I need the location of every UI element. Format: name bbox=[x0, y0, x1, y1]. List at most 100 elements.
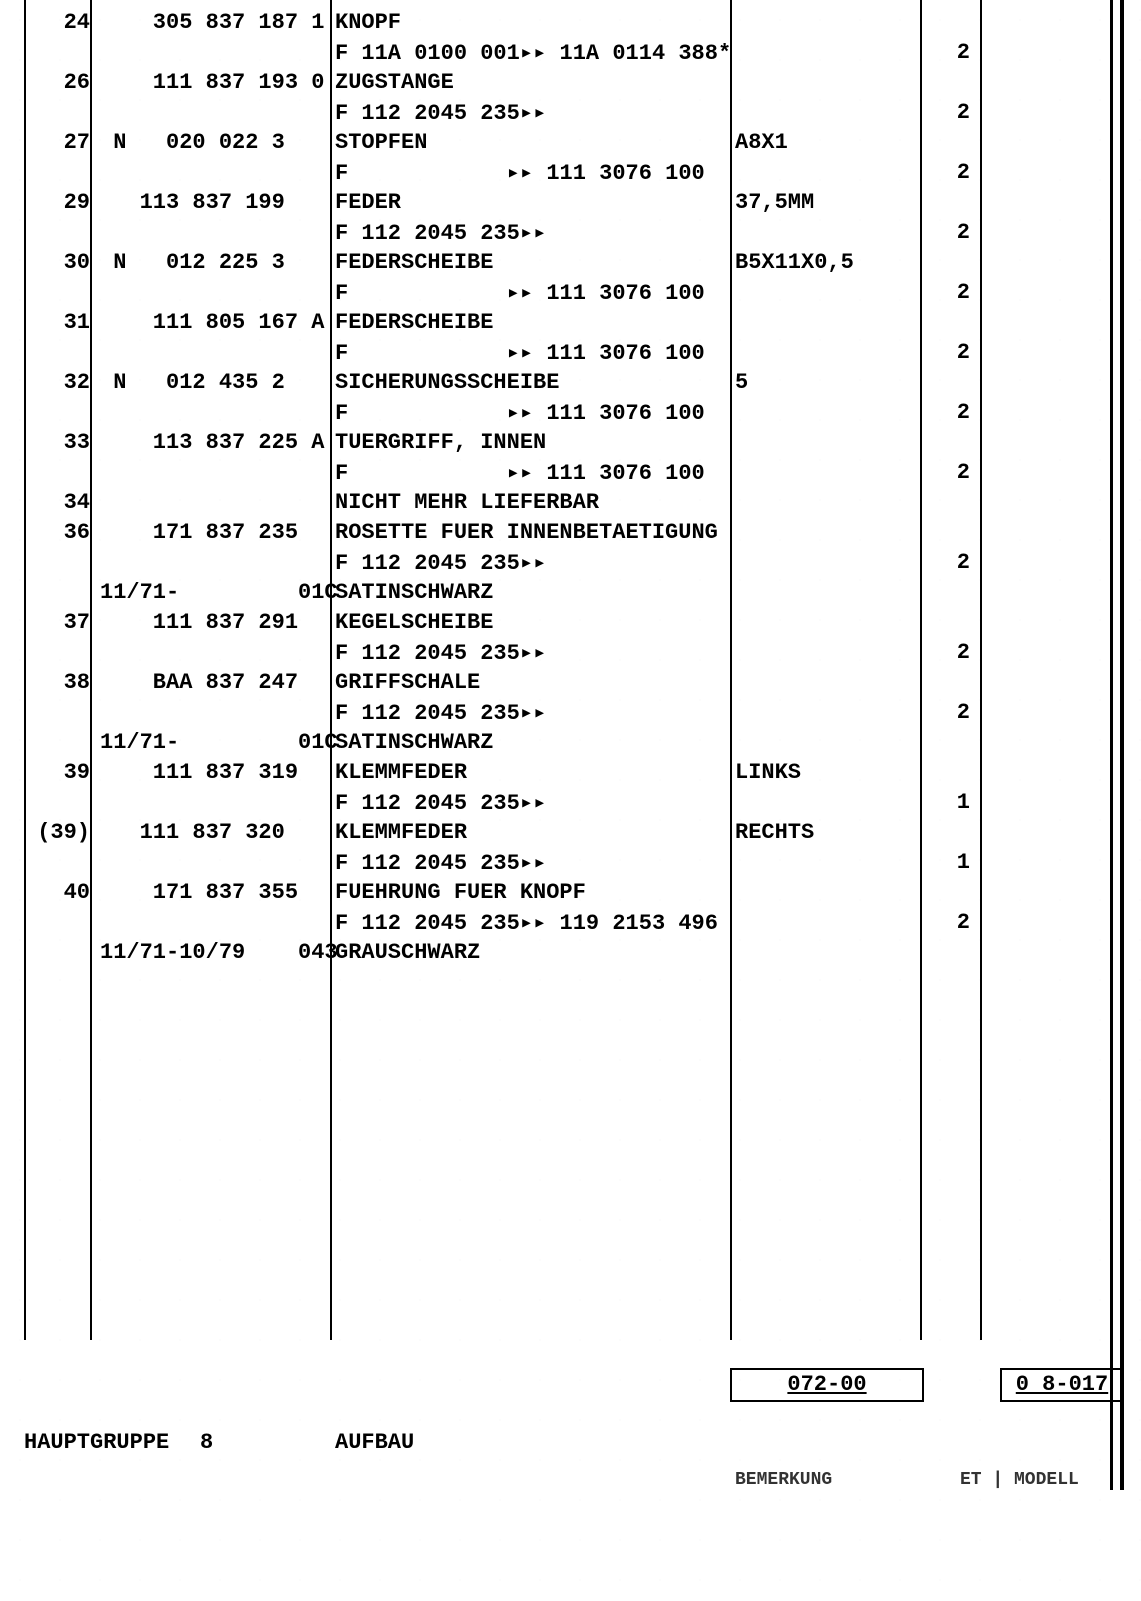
qty-col: 2 bbox=[930, 460, 970, 485]
table-row: F ▸▸ 111 3076 100 2 bbox=[0, 340, 1141, 370]
pos-col: 30 bbox=[30, 250, 90, 275]
table-row: 26 111 837 193 0ZUGSTANGE bbox=[0, 70, 1141, 100]
desc-col: KLEMMFEDER bbox=[335, 820, 735, 845]
table-row: F 112 2045 235▸▸1 bbox=[0, 790, 1141, 820]
hauptgruppe-value: 8 bbox=[200, 1430, 213, 1455]
page-ref-box-1: 072-00 bbox=[730, 1368, 924, 1402]
table-row: F 112 2045 235▸▸2 bbox=[0, 700, 1141, 730]
pos-col: 39 bbox=[30, 760, 90, 785]
table-row: F 112 2045 235▸▸ 2 bbox=[0, 220, 1141, 250]
table-row: 31 111 805 167 AFEDERSCHEIBE bbox=[0, 310, 1141, 340]
qty-col: 1 bbox=[930, 850, 970, 875]
qty-col: 2 bbox=[930, 280, 970, 305]
table-row: F 11A 0100 001▸▸ 11A 0114 388* 2 bbox=[0, 40, 1141, 70]
note-col: RECHTS bbox=[735, 820, 915, 845]
desc-col: FUEHRUNG FUER KNOPF bbox=[335, 880, 735, 905]
qty-col: 2 bbox=[930, 220, 970, 245]
desc-col: F ▸▸ 111 3076 100 bbox=[335, 340, 735, 366]
pos-col: 34 bbox=[30, 490, 90, 515]
table-row: F ▸▸ 111 3076 1002 bbox=[0, 160, 1141, 190]
pos-col: 31 bbox=[30, 310, 90, 335]
desc-col: KNOPF bbox=[335, 10, 735, 35]
table-row: 11/71- 01CSATINSCHWARZ bbox=[0, 580, 1141, 610]
table-row: F ▸▸ 111 3076 1002 bbox=[0, 400, 1141, 430]
footer-cut-right: ET | MODELL bbox=[960, 1470, 1079, 1490]
desc-col: SATINSCHWARZ bbox=[335, 730, 735, 755]
desc-col: F ▸▸ 111 3076 100 bbox=[335, 460, 735, 486]
desc-col: F 112 2045 235▸▸ bbox=[335, 220, 735, 246]
table-row: F 112 2045 235▸▸ 119 2153 496 2 bbox=[0, 910, 1141, 940]
note-col: 37,5MM bbox=[735, 190, 915, 215]
pos-col: 32 bbox=[30, 370, 90, 395]
page-ref-box-2: 0 8-017 bbox=[1000, 1368, 1124, 1402]
pos-col: 38 bbox=[30, 670, 90, 695]
desc-col: STOPFEN bbox=[335, 130, 735, 155]
table-row: F ▸▸ 111 3076 100 2 bbox=[0, 460, 1141, 490]
part-col: N 020 022 3 bbox=[100, 130, 330, 155]
qty-col: 2 bbox=[930, 550, 970, 575]
part-col: 111 837 320 bbox=[100, 820, 330, 845]
desc-col: F 112 2045 235▸▸ bbox=[335, 550, 735, 576]
desc-col: GRIFFSCHALE bbox=[335, 670, 735, 695]
pos-col: 33 bbox=[30, 430, 90, 455]
qty-col: 2 bbox=[930, 910, 970, 935]
table-row: 32 N 012 435 2SICHERUNGSSCHEIBE5 bbox=[0, 370, 1141, 400]
table-row: 40 171 837 355FUEHRUNG FUER KNOPF bbox=[0, 880, 1141, 910]
desc-col: NICHT MEHR LIEFERBAR bbox=[335, 490, 735, 515]
table-row: F ▸▸ 111 3076 100 2 bbox=[0, 280, 1141, 310]
part-col: N 012 225 3 bbox=[100, 250, 330, 275]
part-col: 171 837 235 bbox=[100, 520, 330, 545]
pos-col: 40 bbox=[30, 880, 90, 905]
pos-col: 26 bbox=[30, 70, 90, 95]
table-row: 36 171 837 235ROSETTE FUER INNENBETAETIG… bbox=[0, 520, 1141, 550]
desc-col: ROSETTE FUER INNENBETAETIGUNG bbox=[335, 520, 735, 545]
table-row: 34 NICHT MEHR LIEFERBAR bbox=[0, 490, 1141, 520]
part-col: BAA 837 247 bbox=[100, 670, 330, 695]
table-row: 38 BAA 837 247GRIFFSCHALE bbox=[0, 670, 1141, 700]
part-col: 113 837 225 A bbox=[100, 430, 330, 455]
note-col: 5 bbox=[735, 370, 915, 395]
aufbau-label: AUFBAU bbox=[335, 1430, 414, 1455]
footer-cut-left: BEMERKUNG bbox=[735, 1470, 832, 1490]
desc-col: ZUGSTANGE bbox=[335, 70, 735, 95]
desc-col: F ▸▸ 111 3076 100 bbox=[335, 280, 735, 306]
table-row: 37 111 837 291KEGELSCHEIBE bbox=[0, 610, 1141, 640]
pos-col: 24 bbox=[30, 10, 90, 35]
pos-col: 37 bbox=[30, 610, 90, 635]
desc-col: SICHERUNGSSCHEIBE bbox=[335, 370, 735, 395]
parts-list-page: 24 305 837 187 1KNOPFF 11A 0100 001▸▸ 11… bbox=[0, 0, 1141, 1601]
desc-col: F 112 2045 235▸▸ 119 2153 496 bbox=[335, 910, 735, 936]
qty-col: 2 bbox=[930, 160, 970, 185]
note-col: A8X1 bbox=[735, 130, 915, 155]
table-row: F 112 2045 235▸▸2 bbox=[0, 640, 1141, 670]
desc-col: F 112 2045 235▸▸ bbox=[335, 790, 735, 816]
table-row: F 112 2045 235▸▸ 2 bbox=[0, 550, 1141, 580]
qty-col: 2 bbox=[930, 700, 970, 725]
desc-col: FEDERSCHEIBE bbox=[335, 250, 735, 275]
note-col: B5X11X0,5 bbox=[735, 250, 915, 275]
qty-col: 2 bbox=[930, 640, 970, 665]
qty-col: 2 bbox=[930, 340, 970, 365]
hauptgruppe-label: HAUPTGRUPPE bbox=[24, 1430, 169, 1455]
table-row: 33 113 837 225 ATUERGRIFF, INNEN bbox=[0, 430, 1141, 460]
part-col: 305 837 187 1 bbox=[100, 10, 330, 35]
note-col: LINKS bbox=[735, 760, 915, 785]
desc-col: SATINSCHWARZ bbox=[335, 580, 735, 605]
pos-col: 29 bbox=[30, 190, 90, 215]
part-col: 11/71- 01C bbox=[100, 580, 330, 605]
qty-col: 2 bbox=[930, 40, 970, 65]
pos-col: (39) bbox=[30, 820, 90, 845]
desc-col: F 112 2045 235▸▸ bbox=[335, 850, 735, 876]
desc-col: F ▸▸ 111 3076 100 bbox=[335, 400, 735, 426]
desc-col: FEDERSCHEIBE bbox=[335, 310, 735, 335]
table-row: 11/71-10/79 043GRAUSCHWARZ bbox=[0, 940, 1141, 970]
table-row: 24 305 837 187 1KNOPF bbox=[0, 10, 1141, 40]
part-col: 11/71- 01C bbox=[100, 730, 330, 755]
table-row: F 112 2045 235▸▸2 bbox=[0, 100, 1141, 130]
desc-col: F 112 2045 235▸▸ bbox=[335, 100, 735, 126]
table-row: 29 113 837 199FEDER37,5MM bbox=[0, 190, 1141, 220]
desc-col: FEDER bbox=[335, 190, 735, 215]
desc-col: KEGELSCHEIBE bbox=[335, 610, 735, 635]
table-row: 39 111 837 319KLEMMFEDERLINKS bbox=[0, 760, 1141, 790]
desc-col: F 11A 0100 001▸▸ 11A 0114 388* bbox=[335, 40, 735, 66]
